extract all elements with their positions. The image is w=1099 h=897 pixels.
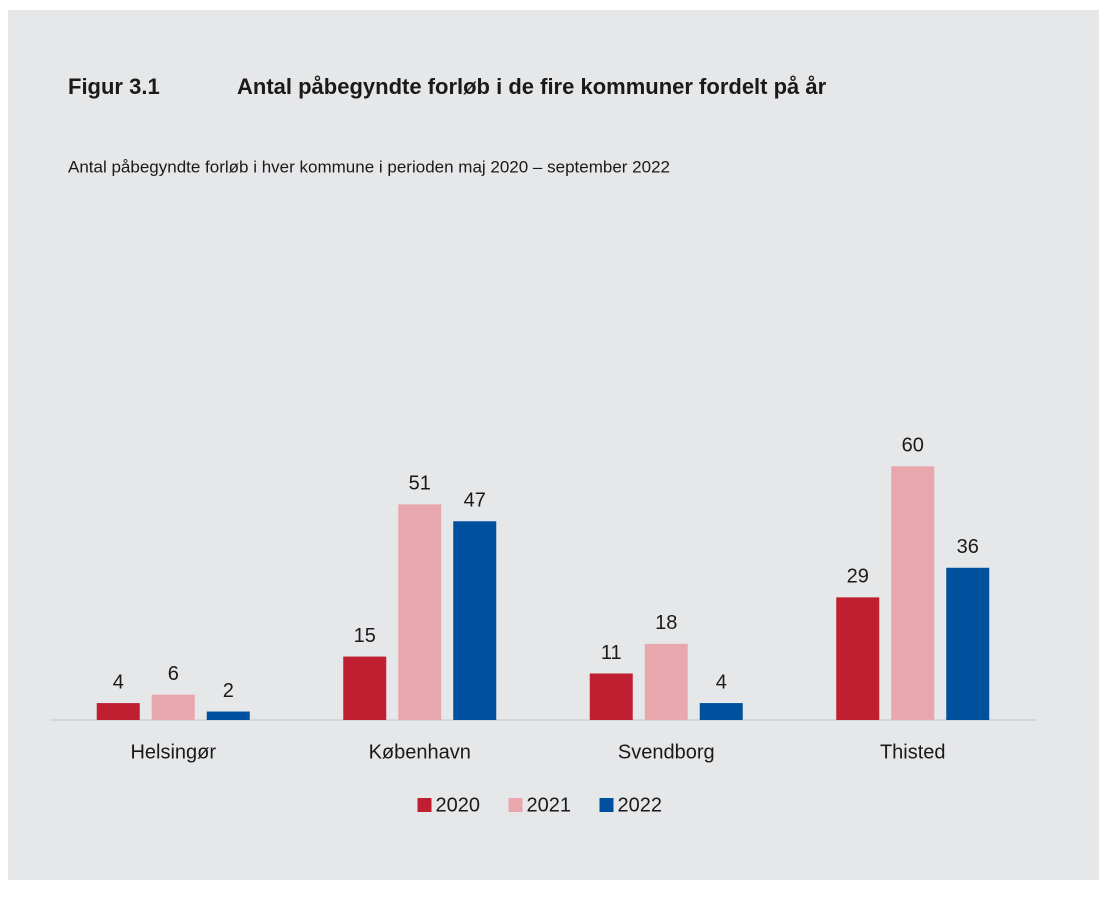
value-label: 36 [957,536,979,558]
value-label: 29 [847,566,869,588]
bar [96,703,140,720]
value-label: 60 [902,435,924,457]
x-tick-label: Helsingør [130,741,216,763]
bar [836,597,880,720]
x-tick-label: Svendborg [618,741,715,763]
legend-swatch [599,798,614,812]
value-label: 4 [716,671,727,693]
bar [151,694,195,720]
bar [589,673,633,720]
bar [644,643,688,720]
legend-swatch [417,798,432,812]
chart-title: Antal påbegyndte forløb i de fire kommun… [237,74,827,99]
figure-label: Figur 3.1 [68,74,160,99]
value-label: 47 [464,490,486,512]
bar [453,521,497,720]
value-label: 11 [601,642,622,664]
chart-subtitle: Antal påbegyndte forløb i hver kommune i… [68,157,670,176]
bar [891,466,935,720]
legend-swatch [508,798,523,812]
value-label: 2 [223,680,234,702]
x-tick-label: København [369,741,471,763]
x-tick-label: Thisted [880,741,946,763]
value-label: 51 [409,473,431,495]
bar [398,504,442,720]
value-label: 15 [354,625,376,647]
bar [206,711,250,720]
bar [946,567,990,720]
value-label: 6 [168,663,179,685]
panel [8,10,1099,880]
legend-label: 2020 [436,794,481,816]
bar [343,656,387,720]
legend-label: 2022 [618,794,663,816]
legend-label: 2021 [527,794,572,816]
value-label: 18 [655,612,677,634]
value-label: 4 [113,671,124,693]
bar [699,703,743,720]
